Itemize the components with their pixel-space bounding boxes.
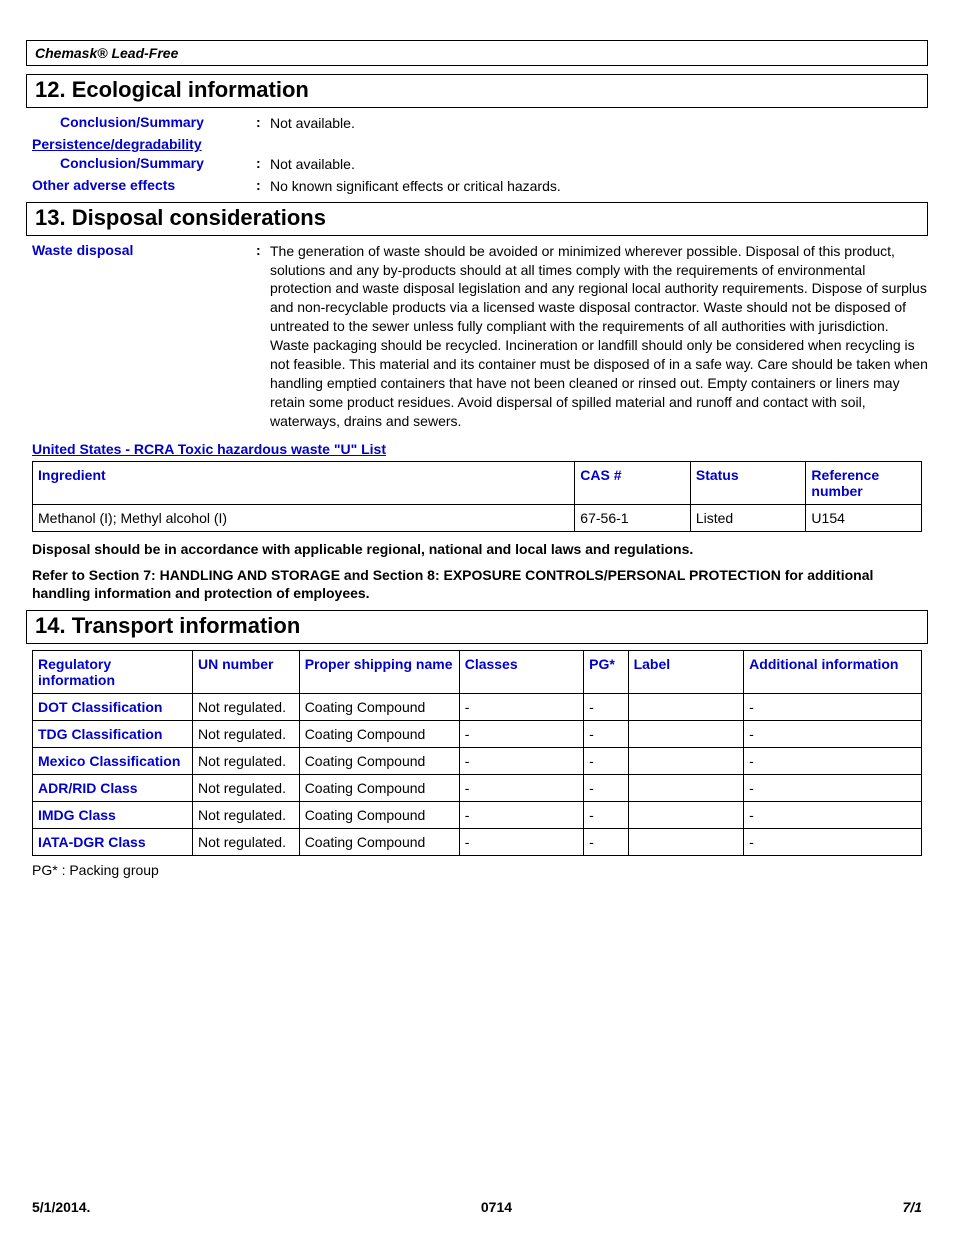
table-cell: Coating Compound [299,775,459,802]
waste-disposal-label: Waste disposal [32,242,256,431]
table-cell: - [584,802,628,829]
table-cell: DOT Classification [33,694,193,721]
table-header: Regulatory information [33,651,193,694]
table-cell: Listed [690,504,806,531]
colon: : [256,242,270,431]
table-cell: U154 [806,504,922,531]
product-name: Chemask® Lead-Free [35,45,178,61]
section-12-heading: 12. Ecological information [26,74,928,108]
disposal-note-2: Refer to Section 7: HANDLING AND STORAGE… [26,564,928,604]
table-cell [628,721,744,748]
table-cell: Not regulated. [193,694,300,721]
table-cell: Coating Compound [299,829,459,856]
table-row: IMDG ClassNot regulated.Coating Compound… [33,802,922,829]
table-cell: Mexico Classification [33,748,193,775]
field-label: Conclusion/Summary [60,155,256,174]
table-row: DOT ClassificationNot regulated.Coating … [33,694,922,721]
table-cell: Not regulated. [193,748,300,775]
table-header: Label [628,651,744,694]
rcra-list-heading: United States - RCRA Toxic hazardous was… [26,441,928,457]
section-13-heading: 13. Disposal considerations [26,202,928,236]
table-cell: - [744,829,922,856]
rcra-table: IngredientCAS #StatusReference number Me… [32,461,922,532]
table-row: ADR/RID ClassNot regulated.Coating Compo… [33,775,922,802]
table-cell: Coating Compound [299,748,459,775]
table-cell: - [744,775,922,802]
table-cell: Coating Compound [299,802,459,829]
footer-date: 5/1/2014. [32,1199,90,1215]
table-header: PG* [584,651,628,694]
table-header: Reference number [806,461,922,504]
table-row: TDG ClassificationNot regulated.Coating … [33,721,922,748]
table-cell [628,829,744,856]
table-header: Proper shipping name [299,651,459,694]
table-header: Ingredient [33,461,575,504]
page-footer: 5/1/2014. 0714 7/1 [26,1199,928,1215]
table-cell: - [459,694,583,721]
table-cell: - [459,721,583,748]
table-cell: - [744,694,922,721]
table-row: IATA-DGR ClassNot regulated.Coating Comp… [33,829,922,856]
table-header: Classes [459,651,583,694]
table-row: Methanol (I); Methyl alcohol (I)67-56-1L… [33,504,922,531]
eco-row: Other adverse effects:No known significa… [26,177,928,196]
table-cell: Coating Compound [299,721,459,748]
table-header: CAS # [575,461,691,504]
table-cell: - [459,802,583,829]
field-value: Not available. [270,155,928,174]
table-cell: - [584,829,628,856]
table-cell: - [584,748,628,775]
eco-row: Conclusion/Summary:Not available. [26,155,928,174]
footer-code: 0714 [481,1199,512,1215]
table-cell: Not regulated. [193,802,300,829]
table-cell: IATA-DGR Class [33,829,193,856]
waste-disposal-text: The generation of waste should be avoide… [270,242,928,431]
table-cell: - [744,748,922,775]
colon: : [256,114,270,133]
table-cell [628,775,744,802]
table-cell: - [459,829,583,856]
table-cell: Not regulated. [193,775,300,802]
waste-disposal-row: Waste disposal : The generation of waste… [26,242,928,431]
table-cell: - [584,721,628,748]
table-header: UN number [193,651,300,694]
table-cell: - [459,775,583,802]
table-cell [628,748,744,775]
product-name-box: Chemask® Lead-Free [26,40,928,66]
section-14-heading: 14. Transport information [26,610,928,644]
table-cell: IMDG Class [33,802,193,829]
table-cell: - [459,748,583,775]
table-cell: - [584,775,628,802]
table-cell [628,694,744,721]
field-value: Not available. [270,114,928,133]
table-cell: 67-56-1 [575,504,691,531]
table-header: Additional information [744,651,922,694]
table-cell: Coating Compound [299,694,459,721]
table-cell: ADR/RID Class [33,775,193,802]
table-cell: Not regulated. [193,721,300,748]
field-label: Persistence/degradability [32,136,256,152]
disposal-note-1: Disposal should be in accordance with ap… [26,538,928,560]
table-cell: TDG Classification [33,721,193,748]
table-cell: - [744,721,922,748]
table-cell: - [584,694,628,721]
colon: : [256,177,270,196]
footer-page: 7/1 [903,1199,922,1215]
table-header: Status [690,461,806,504]
colon: : [256,155,270,174]
field-value: No known significant effects or critical… [270,177,928,196]
eco-row: Conclusion/Summary:Not available. [26,114,928,133]
pg-note: PG* : Packing group [26,862,928,882]
table-row: Mexico ClassificationNot regulated.Coati… [33,748,922,775]
table-cell: - [744,802,922,829]
table-cell [628,802,744,829]
table-cell: Not regulated. [193,829,300,856]
field-label: Conclusion/Summary [60,114,256,133]
table-cell: Methanol (I); Methyl alcohol (I) [33,504,575,531]
field-label: Other adverse effects [32,177,256,196]
transport-table: Regulatory informationUN numberProper sh… [32,650,922,856]
eco-row: Persistence/degradability [26,136,928,152]
